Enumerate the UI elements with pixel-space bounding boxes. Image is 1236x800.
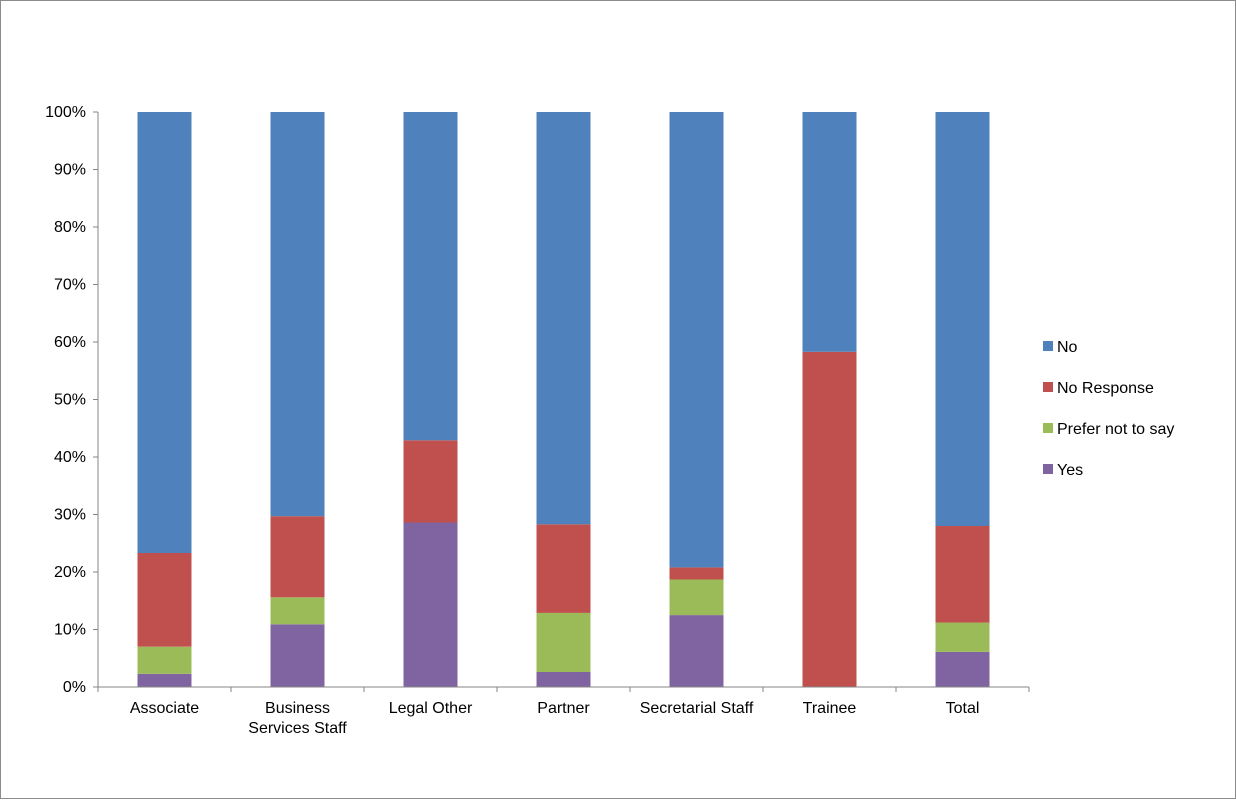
y-tick-label: 100% bbox=[45, 104, 86, 121]
bar-segment bbox=[802, 351, 857, 687]
bar-segment bbox=[536, 612, 591, 672]
y-tick-label: 50% bbox=[54, 392, 86, 409]
x-category-label: Legal Other bbox=[389, 700, 473, 717]
bar-segment bbox=[137, 646, 192, 674]
bar-segment bbox=[270, 112, 325, 517]
bar-segment bbox=[669, 615, 724, 687]
bar-segment bbox=[536, 672, 591, 687]
bar-segment bbox=[935, 651, 990, 687]
bar-segment bbox=[270, 624, 325, 687]
legend-swatch bbox=[1043, 464, 1053, 474]
bar-segment bbox=[536, 112, 591, 525]
y-tick-label: 0% bbox=[63, 679, 86, 696]
bar-segment bbox=[270, 597, 325, 625]
bar-layer bbox=[137, 112, 990, 687]
bar-segment bbox=[137, 673, 192, 687]
bar-segment bbox=[669, 567, 724, 580]
bar-segment bbox=[536, 524, 591, 613]
bar-segment bbox=[935, 622, 990, 652]
bar-segment bbox=[403, 112, 458, 441]
bar-segment bbox=[935, 526, 990, 623]
bar-segment bbox=[669, 579, 724, 616]
x-category-label: Total bbox=[946, 700, 980, 717]
y-tick-label: 40% bbox=[54, 449, 86, 466]
legend-swatch bbox=[1043, 382, 1053, 392]
x-category-label: Partner bbox=[537, 700, 590, 717]
axes-layer: 0% 10% 20% 30% 40% 50% 60% 70% 80% 90% 100% Associa… bbox=[45, 104, 1030, 737]
y-tick-label: 60% bbox=[54, 334, 86, 351]
legend-swatch bbox=[1043, 423, 1053, 433]
x-category-label: Associate bbox=[130, 700, 199, 717]
x-category-label: Trainee bbox=[803, 700, 857, 717]
bar-segment bbox=[403, 440, 458, 523]
y-tick-label: 20% bbox=[54, 564, 86, 581]
legend-label: No Response bbox=[1057, 380, 1154, 397]
legend-swatch bbox=[1043, 341, 1053, 351]
bar-segment bbox=[137, 553, 192, 647]
x-category-label: Business Services Staff bbox=[248, 700, 347, 737]
y-tick-label: 30% bbox=[54, 507, 86, 524]
legend-label: Yes bbox=[1057, 462, 1083, 479]
bar-segment bbox=[403, 522, 458, 687]
y-tick-label: 70% bbox=[54, 277, 86, 294]
legend-label: No bbox=[1057, 339, 1078, 356]
bar-segment bbox=[802, 112, 857, 352]
bar-segment bbox=[669, 112, 724, 568]
y-tick-label: 90% bbox=[54, 162, 86, 179]
legend: No No Response Prefer not to say Yes bbox=[1043, 339, 1174, 479]
bar-segment bbox=[935, 112, 990, 526]
bar-segment bbox=[270, 516, 325, 598]
legend-label: Prefer not to say bbox=[1057, 421, 1174, 438]
y-tick-label: 80% bbox=[54, 219, 86, 236]
bar-segment bbox=[137, 112, 192, 553]
y-tick-label: 10% bbox=[54, 622, 86, 639]
x-category-label: Secretarial Staff bbox=[640, 700, 754, 717]
